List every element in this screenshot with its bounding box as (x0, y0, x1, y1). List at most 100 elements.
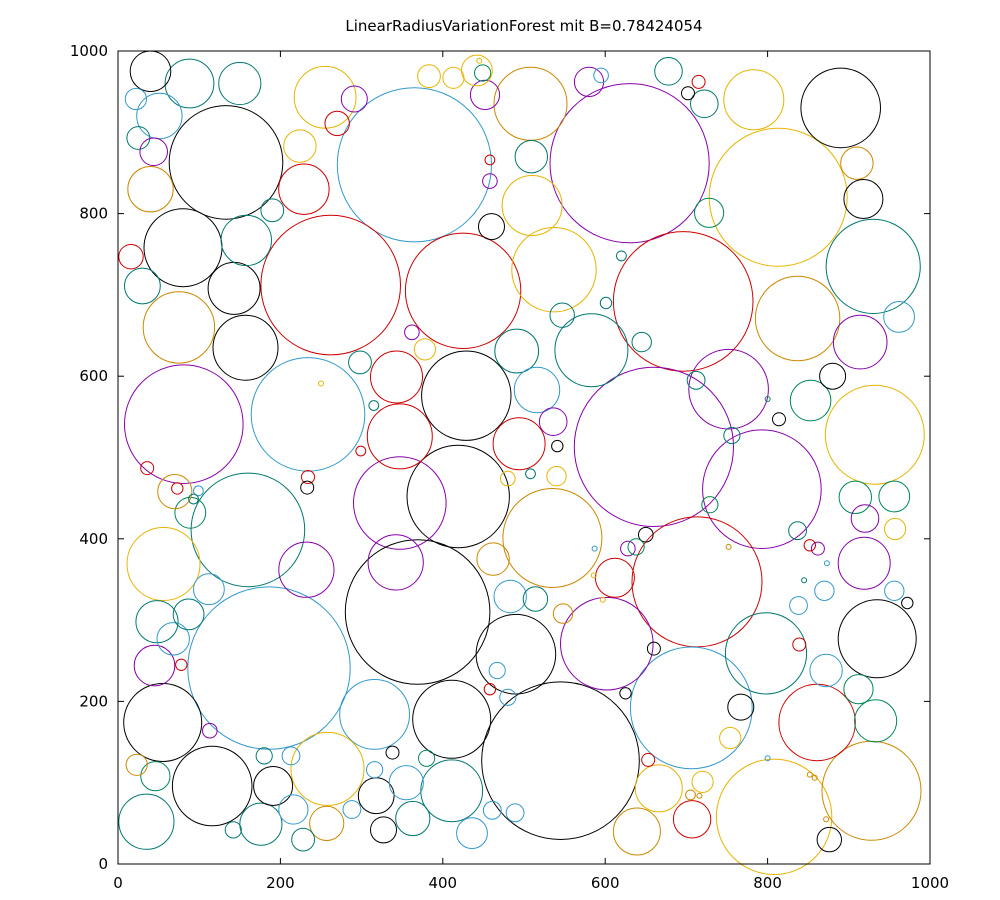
circle-mark (525, 468, 536, 480)
circle-mark (612, 231, 754, 372)
circle-mark (260, 198, 285, 223)
circle-mark (124, 364, 244, 485)
circle-mark (672, 800, 712, 839)
circle-mark (301, 470, 315, 484)
circle-mark (123, 267, 161, 305)
x-tick-label: 200 (266, 874, 295, 892)
circle-mark (368, 400, 380, 411)
circle-mark (344, 539, 491, 685)
circle-mark (593, 67, 609, 84)
circle-mark (395, 800, 431, 837)
circle-mark (171, 745, 253, 827)
circle-mark (193, 573, 225, 606)
circle-mark (260, 214, 402, 356)
circle-mark (255, 747, 273, 765)
circle-mark (366, 761, 384, 779)
circle-mark (513, 366, 561, 414)
circle-mark (823, 816, 830, 823)
circle-mark (694, 197, 725, 228)
circle-mark (850, 504, 880, 533)
circle-mark (514, 140, 548, 174)
circle-mark (278, 163, 330, 215)
circle-mark (878, 480, 911, 513)
circle-mark (483, 683, 497, 696)
circle-mark (631, 331, 652, 353)
circle-mark (838, 480, 872, 514)
circle-mark (456, 817, 488, 849)
circle-mark (715, 758, 833, 875)
circle-mark (821, 740, 922, 841)
circle-marks (118, 50, 925, 875)
circle-mark (552, 603, 574, 624)
circle-mark (339, 679, 411, 750)
circle-mark (123, 683, 203, 762)
circle-mark (538, 407, 568, 437)
circle-mark (792, 637, 807, 652)
circle-mark (883, 301, 915, 333)
circle-mark (488, 661, 506, 680)
circle-mark (690, 89, 719, 119)
circle-mark (171, 482, 184, 495)
circle-mark (641, 752, 656, 767)
circle-mark (634, 764, 683, 813)
circle-mark (789, 379, 832, 422)
circle-mark (224, 821, 242, 839)
circle-mark (522, 586, 549, 612)
circle-mark (590, 572, 597, 579)
circle-mark (406, 444, 510, 549)
circle-mark (220, 214, 273, 267)
circle-mark (724, 612, 808, 695)
circle-mark (174, 496, 207, 529)
circle-mark (723, 69, 785, 131)
circle-mark (551, 439, 564, 453)
circle-mark (290, 731, 365, 806)
circle-mark (418, 749, 436, 767)
circle-mark (599, 596, 606, 603)
circle-mark (140, 461, 155, 476)
circle-mark (801, 577, 808, 584)
circle-mark (143, 208, 223, 288)
circle-mark (500, 470, 516, 487)
circle-mark (484, 154, 496, 166)
circle-mark (501, 175, 563, 236)
circle-mark (727, 693, 755, 721)
x-tick-label: 400 (428, 874, 457, 892)
circle-mark (599, 296, 613, 310)
circle-mark (843, 179, 884, 219)
circle-mark (476, 542, 510, 576)
circle-mark (809, 653, 843, 688)
circle-mark (168, 105, 284, 220)
circle-mark (442, 66, 465, 89)
circle-mark (806, 771, 813, 778)
circle-mark (207, 261, 261, 315)
y-tick-label: 200 (79, 692, 108, 710)
circle-mark (164, 58, 215, 109)
circle-mark (342, 800, 362, 819)
circle-mark (385, 745, 400, 760)
circle-mark (800, 67, 882, 149)
circle-mark (832, 314, 888, 370)
circle-mark (702, 429, 822, 550)
circle-mark (366, 403, 433, 470)
y-tick-label: 1000 (70, 42, 108, 60)
circle-mark (814, 580, 835, 601)
circle-mark (283, 129, 317, 163)
circle-mark (239, 802, 283, 846)
circle-mark (691, 770, 714, 794)
circle-mark (719, 726, 742, 750)
circle-mark (126, 527, 201, 601)
circle-mark (420, 759, 484, 823)
circle-mark (494, 328, 540, 374)
circle-mark (478, 213, 505, 241)
plot-frame (117, 50, 931, 865)
circle-mark (884, 580, 905, 601)
circle-mark (172, 598, 205, 631)
circle-mark (573, 66, 605, 98)
circle-mark (654, 57, 683, 86)
circle-mark (638, 526, 654, 543)
circle-mark (355, 445, 367, 457)
circle-mark (591, 545, 598, 552)
circle-mark (764, 755, 771, 762)
circle-mark (370, 816, 397, 844)
